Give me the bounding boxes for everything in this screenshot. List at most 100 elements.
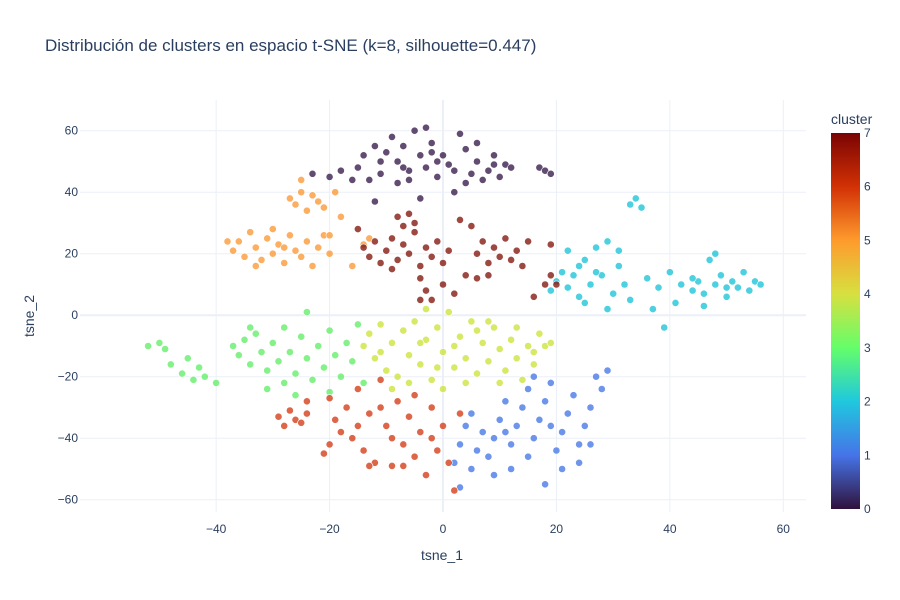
- cluster-2-point: [722, 283, 731, 292]
- cluster-6-point: [302, 409, 311, 418]
- cluster-4-point: [461, 354, 470, 363]
- cluster-2-point: [569, 271, 578, 280]
- cluster-7-point: [353, 225, 362, 233]
- cluster-2-point: [722, 292, 731, 301]
- cluster-7-point: [370, 237, 379, 246]
- cluster-7-point: [359, 243, 368, 252]
- cluster-4-point: [512, 354, 521, 363]
- cluster-7-point: [541, 280, 549, 289]
- x-axis-ticks: −40 −20 0 20 40 60: [206, 522, 790, 536]
- cluster-2-point: [575, 292, 583, 301]
- cluster-4-point: [433, 323, 442, 332]
- y-tick-label: 60: [65, 124, 79, 138]
- cluster-0-point: [427, 139, 436, 147]
- cluster-6-point: [433, 446, 442, 455]
- colorbar: cluster 0 1 2 3 4 5 6 7: [831, 111, 873, 516]
- cluster-1-point: [586, 440, 595, 449]
- cluster-7-point: [376, 259, 385, 267]
- cluster-0-point: [456, 129, 464, 138]
- cluster-1-point: [490, 471, 498, 479]
- cluster-7-point: [416, 262, 425, 270]
- cluster-2-point: [688, 274, 697, 283]
- cluster-4-point: [518, 375, 527, 384]
- cluster-0-point: [473, 157, 481, 166]
- cluster-6-point: [325, 440, 334, 449]
- cluster-4-point: [399, 326, 408, 335]
- cluster-7-point: [490, 243, 498, 252]
- cluster-3-point: [285, 348, 294, 356]
- cluster-6-point: [297, 418, 306, 427]
- cluster-2-point: [711, 280, 720, 289]
- cluster-1-point: [597, 385, 606, 393]
- cluster-2-point: [660, 323, 669, 332]
- cluster-2-point: [626, 200, 635, 209]
- cluster-4-point: [416, 338, 425, 347]
- cluster-0-point: [416, 151, 425, 160]
- cluster-5-point: [268, 249, 277, 258]
- cluster-1-point: [529, 372, 538, 381]
- cluster-3-point: [331, 351, 340, 360]
- cluster-3-point: [251, 329, 260, 338]
- cluster-3-point: [189, 375, 198, 384]
- cluster-4-point: [546, 338, 555, 347]
- cluster-4-point: [422, 305, 430, 313]
- cluster-0-point: [444, 160, 453, 169]
- cluster-4-point: [439, 385, 447, 393]
- cluster-1-point: [461, 421, 470, 430]
- cluster-4-point: [529, 348, 538, 356]
- colorbar-tick-label: 5: [864, 233, 871, 247]
- y-tick-label: 20: [65, 247, 79, 261]
- cluster-6-point: [365, 409, 374, 418]
- cluster-7-point: [422, 243, 430, 252]
- cluster-7-point: [461, 271, 470, 280]
- x-tick-label: 60: [777, 522, 791, 536]
- cluster-2-point: [745, 286, 754, 295]
- cluster-5-point: [314, 243, 323, 252]
- cluster-2-point: [631, 194, 640, 203]
- cluster-0-point: [393, 179, 402, 187]
- cluster-1-point: [575, 440, 583, 449]
- cluster-1-point: [512, 421, 521, 430]
- cluster-6-point: [336, 428, 345, 436]
- cluster-4-point: [393, 372, 402, 381]
- cluster-1-point: [603, 366, 612, 375]
- cluster-0-point: [478, 175, 487, 184]
- cluster-0-point: [336, 166, 345, 175]
- cluster-1-point: [541, 480, 549, 489]
- cluster-4-point: [490, 323, 498, 332]
- cluster-4-series: [359, 305, 555, 393]
- cluster-0-point: [473, 139, 481, 147]
- cluster-7-point: [439, 259, 447, 267]
- cluster-0-point: [365, 175, 374, 184]
- cluster-5-point: [268, 225, 277, 233]
- colorbar-title: cluster: [831, 111, 873, 127]
- cluster-4-point: [478, 338, 487, 347]
- cluster-5-point: [297, 175, 306, 184]
- cluster-3-point: [161, 345, 169, 353]
- cluster-0-point: [308, 169, 317, 178]
- cluster-5-series: [223, 175, 374, 270]
- cluster-3-point: [144, 342, 152, 350]
- cluster-4-point: [484, 317, 493, 326]
- cluster-2-point: [626, 295, 635, 304]
- cluster-6-point: [456, 409, 464, 418]
- colorbar-tick-label: 7: [864, 126, 871, 140]
- cluster-4-point: [359, 342, 368, 350]
- cluster-0-point: [546, 169, 555, 178]
- cluster-3-point: [314, 342, 323, 350]
- cluster-2-point: [637, 203, 646, 212]
- cluster-6-point: [348, 434, 357, 443]
- cluster-3-point: [319, 363, 328, 372]
- cluster-3-point: [183, 354, 192, 363]
- cluster-5-point: [246, 228, 255, 237]
- cluster-5-point: [285, 194, 294, 203]
- cluster-3-point: [274, 357, 283, 366]
- cluster-3-point: [195, 363, 203, 372]
- cluster-2-point: [739, 268, 748, 277]
- cluster-2-point: [603, 237, 612, 246]
- cluster-2-point: [592, 243, 600, 252]
- cluster-7-point: [450, 289, 459, 298]
- cluster-6-point: [427, 403, 436, 412]
- cluster-4-point: [473, 326, 481, 335]
- cluster-7-point: [546, 271, 555, 280]
